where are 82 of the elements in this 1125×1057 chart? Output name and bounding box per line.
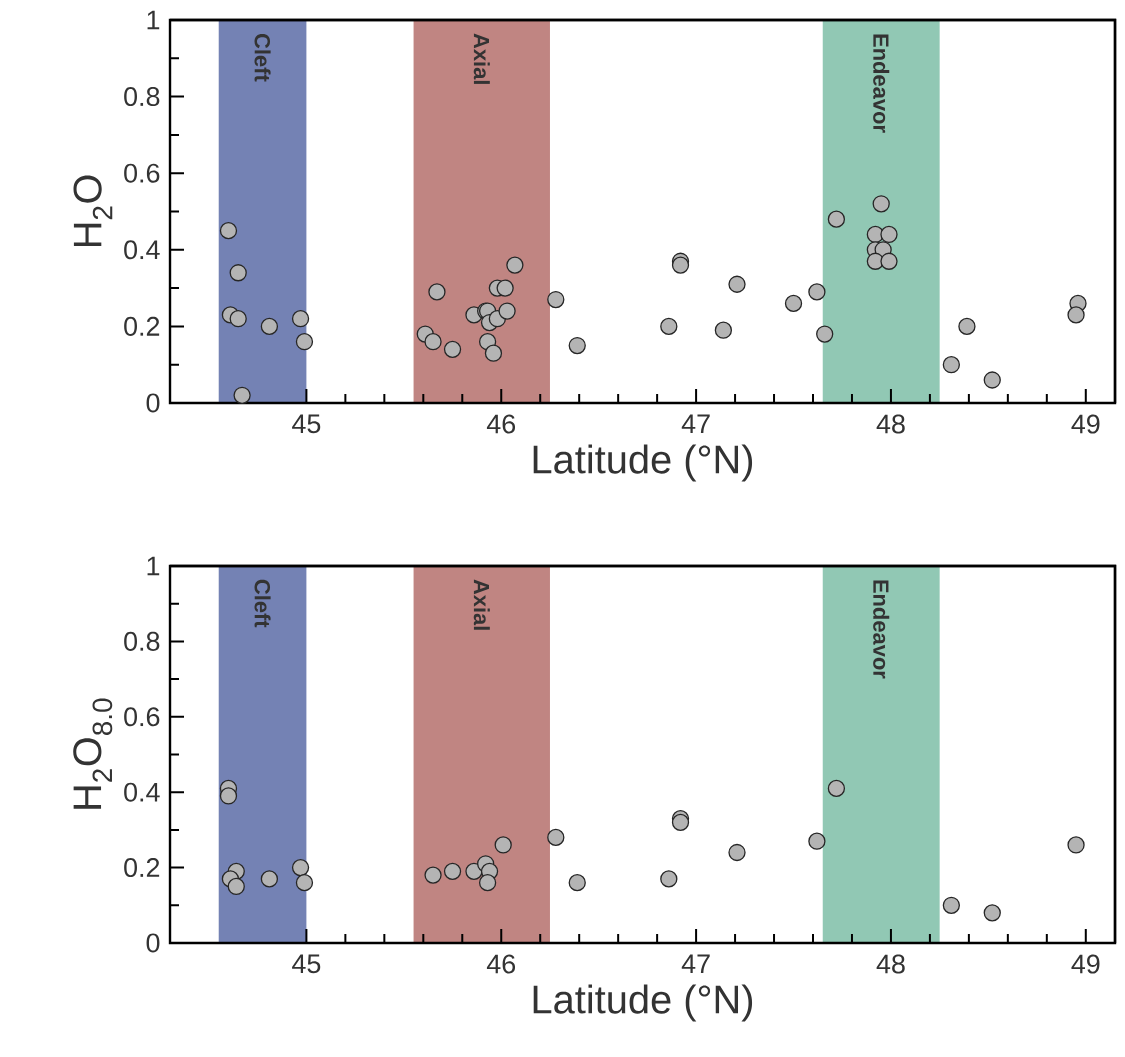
- point: [816, 325, 834, 343]
- point: [660, 317, 678, 336]
- point: [728, 275, 746, 293]
- point: [872, 195, 890, 213]
- band-label: Axial: [473, 579, 490, 630]
- point: [219, 221, 238, 240]
- x-axis-title: Latitude (°N): [533, 444, 753, 482]
- y-tick-label: 1: [147, 10, 160, 30]
- point: [484, 344, 503, 362]
- y-axis-title: H$_{2}$O: [73, 175, 113, 247]
- band-label: Cleft: [254, 579, 271, 628]
- point: [494, 836, 512, 854]
- point: [443, 862, 462, 880]
- point: [496, 279, 514, 297]
- x-tick-label: 48: [876, 414, 905, 434]
- point: [983, 904, 1001, 922]
- point: [443, 340, 462, 359]
- point: [424, 866, 442, 884]
- point: [568, 874, 586, 892]
- point: [880, 252, 898, 270]
- y-tick-label: 0.6: [124, 707, 160, 727]
- y-axis-title: H$_{2}$O$_{8.0}$: [73, 698, 113, 809]
- point: [229, 264, 247, 282]
- point: [498, 302, 516, 320]
- x-axis-title: Latitude (°N): [533, 984, 753, 1022]
- point: [1067, 306, 1085, 324]
- x-tick-label: 47: [681, 414, 710, 434]
- y-tick-label: 0.4: [124, 240, 160, 260]
- point: [827, 779, 846, 798]
- point: [714, 321, 733, 339]
- point: [291, 310, 310, 328]
- y-tick-label: 1: [147, 556, 160, 576]
- point: [983, 371, 1001, 389]
- point: [880, 225, 898, 244]
- point: [227, 877, 245, 896]
- point: [229, 310, 247, 328]
- point: [958, 317, 976, 336]
- y-tick-label: 0.4: [124, 782, 160, 802]
- point: [547, 828, 565, 847]
- x-tick-label: 49: [1071, 954, 1100, 974]
- point: [808, 283, 826, 301]
- point: [808, 832, 826, 850]
- point: [784, 294, 803, 313]
- point: [233, 386, 251, 404]
- y-tick-label: 0.8: [124, 631, 160, 651]
- y-tick-label: 0.8: [124, 87, 160, 107]
- band-label: Cleft: [254, 33, 271, 82]
- point: [671, 813, 690, 831]
- point: [660, 870, 678, 888]
- x-tick-label: 49: [1071, 414, 1100, 434]
- band-label: Axial: [473, 33, 490, 84]
- point: [827, 210, 846, 228]
- point: [942, 896, 960, 914]
- band-label: Endeavor: [873, 580, 890, 679]
- band-label: Endeavor: [873, 34, 890, 133]
- point: [260, 317, 279, 336]
- point: [547, 290, 565, 309]
- x-tick-label: 46: [486, 414, 516, 434]
- point: [1067, 836, 1085, 854]
- x-tick-label: 46: [486, 954, 516, 974]
- point: [291, 858, 310, 877]
- y-tick-label: 0.2: [124, 858, 160, 878]
- y-tick-label: 0: [146, 933, 160, 953]
- point: [295, 333, 314, 351]
- x-tick-label: 45: [292, 414, 321, 434]
- point: [219, 787, 238, 805]
- x-tick-label: 45: [292, 954, 321, 974]
- y-tick-label: 0.2: [124, 316, 160, 336]
- x-tick-label: 47: [681, 954, 710, 974]
- point: [506, 256, 524, 274]
- point: [260, 870, 279, 888]
- x-tick-label: 48: [876, 954, 905, 974]
- point: [728, 843, 746, 862]
- point: [568, 336, 586, 355]
- point: [428, 283, 446, 301]
- point: [295, 874, 314, 892]
- point: [424, 333, 442, 351]
- point: [671, 256, 690, 274]
- y-tick-label: 0.6: [124, 163, 160, 183]
- y-tick-label: 0: [146, 393, 160, 413]
- point: [942, 356, 960, 374]
- point: [478, 874, 497, 892]
